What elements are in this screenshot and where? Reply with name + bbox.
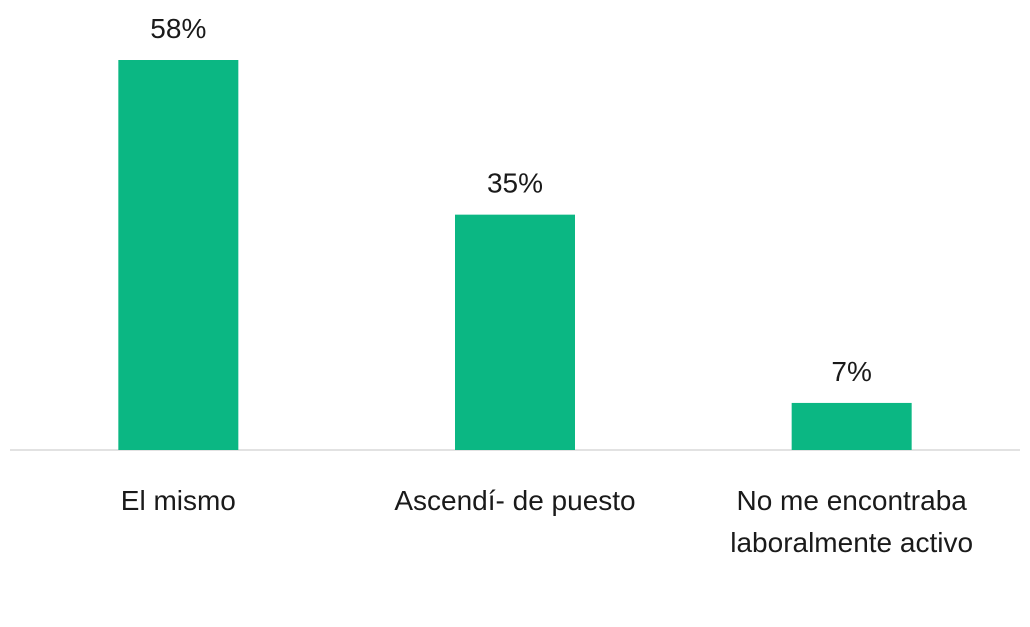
x-tick-label: No me encontraba laboralmente activo <box>730 485 973 558</box>
x-tick-label-line: laboralmente activo <box>730 527 973 558</box>
value-label: 35% <box>487 168 543 199</box>
bar <box>118 60 239 450</box>
x-tick-label: El mismo <box>121 485 236 516</box>
value-label: 58% <box>150 13 206 44</box>
x-tick-label: Ascendí- de puesto <box>394 485 635 516</box>
bar <box>791 402 912 450</box>
x-tick-label-line: No me encontraba <box>736 485 967 516</box>
bar <box>455 214 575 450</box>
value-label: 7% <box>831 356 871 387</box>
